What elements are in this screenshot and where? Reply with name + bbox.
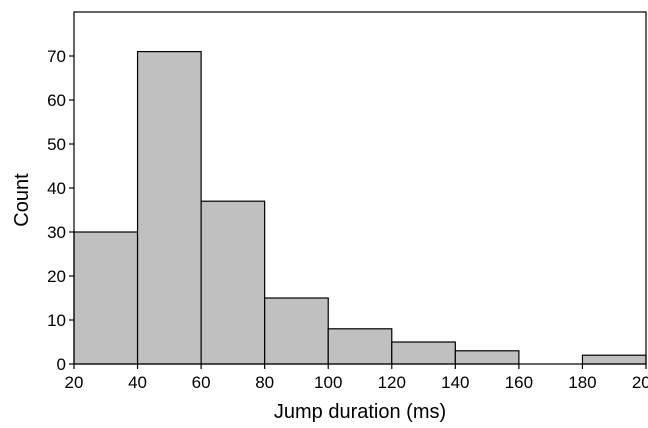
y-tick-label: 40 xyxy=(47,179,66,198)
y-axis-label: Count xyxy=(11,173,33,227)
histogram-bar-40-60 xyxy=(136,50,202,365)
y-tick-label: 20 xyxy=(47,267,66,286)
x-tick-label: 160 xyxy=(505,373,533,392)
histogram-bar-60-80 xyxy=(200,200,266,365)
y-tick-label: 70 xyxy=(47,47,66,66)
x-tick-label: 200 xyxy=(632,373,648,392)
histogram-bar-120-140 xyxy=(391,341,456,365)
x-tick-label: 120 xyxy=(378,373,406,392)
histogram-bar-80-100 xyxy=(264,297,329,365)
y-tick-label: 30 xyxy=(47,223,66,242)
x-axis-label: Jump duration (ms) xyxy=(274,401,446,423)
y-axis: 0 10 20 30 40 50 60 70 xyxy=(47,47,74,374)
x-tick-label: 80 xyxy=(255,373,274,392)
y-tick-label: 0 xyxy=(57,355,66,374)
y-tick-label: 50 xyxy=(47,135,66,154)
x-tick-label: 20 xyxy=(65,373,84,392)
y-tick-label: 10 xyxy=(47,311,66,330)
x-axis: 20 40 60 80 100 120 140 160 180 200 xyxy=(65,364,648,392)
x-tick-label: 40 xyxy=(128,373,147,392)
x-tick-label: 140 xyxy=(441,373,469,392)
x-tick-label: 100 xyxy=(314,373,342,392)
histogram-bar-180-200 xyxy=(581,354,647,365)
bars-group xyxy=(73,50,647,365)
y-tick-label: 60 xyxy=(47,91,66,110)
histogram-bar-20-40 xyxy=(73,231,139,365)
histogram-bar-140-160 xyxy=(454,350,520,365)
histogram-bar-100-120 xyxy=(327,328,393,365)
x-tick-label: 180 xyxy=(568,373,596,392)
x-tick-label: 60 xyxy=(192,373,211,392)
